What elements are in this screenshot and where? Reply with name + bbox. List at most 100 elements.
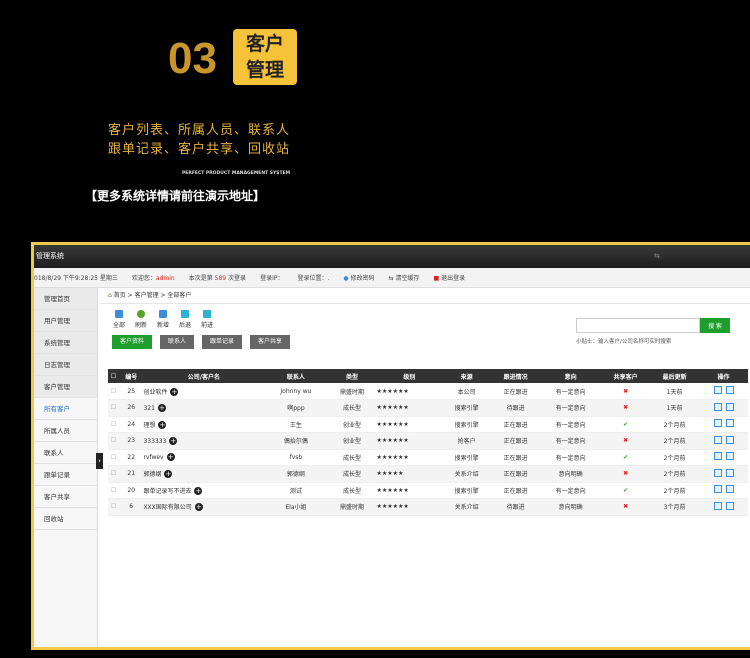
sidebar-item[interactable]: 客户管理 — [34, 376, 97, 398]
table-row[interactable]: ☐ 23 333333 + 偶抬尔偶 创业型 ★★★★★★ 抢客户 正在跟进 有一定意向 ✖ 2个月前 — [108, 432, 748, 450]
table-row[interactable]: ☐ 20 跟单记录写不进去 + 测试 成长型 ★★★★★★ 搜索引擎 正在跟进 有一定意向 ✔ 2个月… — [108, 482, 748, 499]
sidebar-sub-item[interactable]: 联系人 — [34, 442, 97, 464]
edit-icon[interactable] — [713, 419, 722, 428]
demo-link[interactable]: 【更多系统详情请前往演示地址】 — [85, 189, 266, 203]
sidebar-sub-item[interactable]: 回收站 — [34, 508, 97, 530]
delete-icon[interactable] — [725, 485, 734, 494]
clear-cache-link[interactable]: ⇆ 清空缓存 — [389, 273, 420, 282]
plus-icon[interactable]: + — [194, 486, 203, 495]
cell: 搜索引擎 — [442, 399, 492, 417]
row-checkbox[interactable]: ☐ — [108, 449, 119, 466]
cell: 郭德纲 — [264, 465, 328, 483]
company-name[interactable]: 333333 — [143, 437, 167, 445]
sidebar-sub-item[interactable]: 所有客户 — [34, 398, 97, 420]
column-header: 最后更新 — [650, 369, 700, 383]
cell: 25 — [118, 383, 144, 400]
plus-icon[interactable]: + — [166, 453, 175, 462]
all-button[interactable]: 全部 — [113, 310, 125, 329]
tab-share[interactable]: 客户共享 — [250, 335, 291, 349]
cell: ★★★★★★ — [376, 432, 443, 450]
tabs: 客户资料 联系人 跟单记录 客户共享 — [100, 329, 750, 349]
tab-contacts[interactable]: 联系人 — [160, 335, 195, 349]
back-button[interactable]: 后退 — [179, 310, 191, 329]
plus-icon[interactable]: + — [164, 470, 173, 479]
label: 退出登录 — [441, 275, 466, 282]
table-row[interactable]: ☐ 22 rvfwev + fvsb 成长型 ★★★★★★ 搜索引擎 正在跟进 有一定意向 ✔ 2个月… — [108, 449, 748, 466]
edit-icon[interactable] — [713, 402, 722, 411]
login-ip: 登录IP： — [260, 275, 284, 282]
forward-button[interactable]: 前进 — [201, 310, 213, 329]
sidebar-item[interactable]: 系统管理 — [34, 332, 97, 354]
row-checkbox[interactable]: ☐ — [108, 498, 119, 516]
cell: 1天前 — [650, 399, 700, 417]
app-title: 管理系统 — [36, 252, 64, 260]
badge-line: 客户 — [245, 33, 284, 55]
edit-icon[interactable] — [713, 501, 722, 510]
row-checkbox[interactable]: ☐ — [108, 465, 119, 483]
plus-icon[interactable]: + — [157, 403, 166, 412]
collapse-sidebar-button[interactable]: › — [96, 453, 103, 469]
cell: 创业型 — [327, 432, 377, 450]
table-row[interactable]: ☐ 21 郭德纲 + 郭德纲 成长型 ★★★★★ 关系介绍 正在跟进 意向明确 ✖ 2个月前 — [108, 465, 748, 483]
plus-icon[interactable]: + — [158, 420, 167, 429]
table-row[interactable]: ☐ 24 理想 + 王生 创业型 ★★★★★★ 搜索引擎 正在跟进 有一定意向 ✔ 2个月前 — [108, 416, 748, 433]
cross-icon: ✖ — [623, 503, 629, 511]
cell: 20 — [118, 482, 144, 499]
search-button[interactable]: 搜 索 — [700, 318, 730, 333]
row-checkbox[interactable]: ☐ — [108, 383, 119, 400]
sidebar-item[interactable]: 管理首页 — [34, 288, 97, 310]
change-password-link[interactable]: ● 修改密码 — [343, 273, 374, 282]
sidebar-sub-item[interactable]: 所属人员 — [34, 420, 97, 442]
refresh-button[interactable]: 刷新 — [135, 310, 147, 329]
sidebar-item[interactable]: 用户管理 — [34, 310, 97, 332]
cache-icon: ⇆ — [388, 275, 394, 282]
company-name[interactable]: 郭德纲 — [143, 471, 162, 479]
label: 刷新 — [135, 322, 148, 329]
plus-icon[interactable]: + — [169, 436, 178, 445]
search-input[interactable] — [576, 318, 700, 333]
edit-icon[interactable] — [713, 485, 722, 494]
select-all-checkbox[interactable]: ☐ — [108, 369, 119, 383]
sidebar-sub-item[interactable]: 跟单记录 — [34, 464, 97, 486]
edit-icon[interactable] — [713, 468, 722, 477]
actions-cell — [699, 416, 748, 433]
row-checkbox[interactable]: ☐ — [108, 399, 119, 417]
company-name[interactable]: 创业软件 — [143, 388, 168, 396]
tab-customer-info[interactable]: 客户资料 — [112, 335, 153, 349]
edit-icon[interactable] — [713, 435, 722, 444]
plus-icon[interactable]: + — [194, 503, 203, 512]
company-name[interactable]: 321 — [143, 404, 155, 412]
cell: 有一定意向 — [540, 399, 602, 417]
delete-icon[interactable] — [725, 386, 734, 394]
delete-icon[interactable] — [725, 419, 734, 428]
row-checkbox[interactable]: ☐ — [108, 482, 119, 499]
company-name[interactable]: 跟单记录写不进去 — [143, 487, 192, 495]
breadcrumb-text: 首页 > 客户管理 > 全部客户 — [113, 292, 192, 299]
delete-icon[interactable] — [725, 452, 734, 461]
table-row[interactable]: ☐ 6 XXX国际有限公司 + Ela小姐 鼎盛时期 ★★★★★★ 关系介绍 待跟进 意向明确 ✖ 3… — [108, 498, 748, 516]
edit-icon[interactable] — [713, 452, 722, 461]
delete-icon[interactable] — [725, 435, 734, 444]
refresh-icon[interactable]: ⇆ — [654, 252, 660, 260]
delete-icon[interactable] — [725, 402, 734, 411]
label: 本次是第 — [188, 275, 213, 282]
plus-icon[interactable]: + — [170, 387, 179, 396]
edit-icon[interactable] — [713, 386, 722, 394]
table-row[interactable]: ☐ 26 321 + 啊ppp 成长型 ★★★★★★ 搜索引擎 待跟进 有一定意向 ✖ 1天前 — [108, 399, 748, 417]
add-button[interactable]: 新增 — [157, 310, 169, 329]
company-name[interactable]: 理想 — [143, 421, 156, 429]
share-cell: ✔ — [601, 482, 651, 499]
row-checkbox[interactable]: ☐ — [108, 432, 119, 450]
company-name[interactable]: rvfwev — [143, 454, 164, 462]
logout-link[interactable]: ■ 退出登录 — [434, 273, 466, 282]
check-icon: ✔ — [623, 453, 629, 461]
table-row[interactable]: ☐ 25 创业软件 + Johnny wu 鼎盛时期 ★★★★★★ 本公司 正在跟进 有一定意向 ✖… — [108, 383, 748, 400]
tab-followup[interactable]: 跟单记录 — [202, 335, 243, 349]
delete-icon[interactable] — [725, 501, 734, 510]
sidebar-item[interactable]: 日志管理 — [34, 354, 97, 376]
sidebar-sub-item[interactable]: 客户共享 — [34, 486, 97, 508]
company-name[interactable]: XXX国际有限公司 — [143, 504, 192, 512]
home-icon[interactable]: ⌂ — [108, 292, 112, 299]
row-checkbox[interactable]: ☐ — [108, 416, 119, 433]
delete-icon[interactable] — [725, 468, 734, 477]
